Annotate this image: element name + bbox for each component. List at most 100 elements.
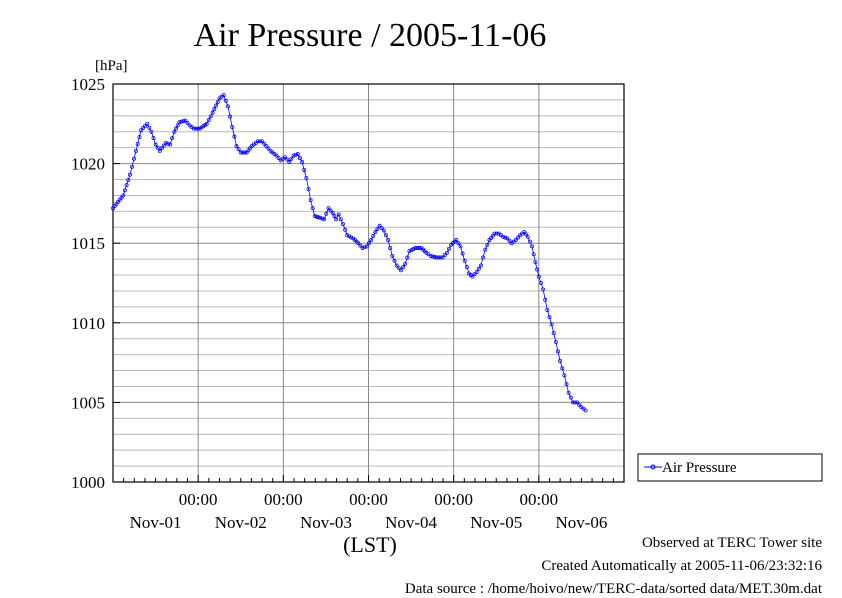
data-point xyxy=(195,126,200,131)
data-point xyxy=(135,142,140,146)
data-point xyxy=(304,175,309,180)
data-point xyxy=(575,400,580,405)
data-point xyxy=(345,233,350,238)
data-source-note: Data source : /home/hoivo/new/TERC-data/… xyxy=(404,581,822,597)
y-axis-unit-label: [hPa] xyxy=(95,58,128,74)
data-point xyxy=(174,126,178,131)
data-point xyxy=(134,148,138,153)
data-point xyxy=(260,139,264,144)
data-point xyxy=(401,265,405,270)
data-point xyxy=(266,146,271,151)
data-point xyxy=(573,400,577,405)
data-point xyxy=(373,230,378,235)
data-point xyxy=(132,156,136,161)
data-point xyxy=(551,331,556,336)
y-tick-label: 1005 xyxy=(71,393,105,412)
x-axis-label: (LST) xyxy=(343,532,397,557)
data-point xyxy=(262,141,267,146)
data-point xyxy=(124,183,129,188)
data-point xyxy=(356,241,361,246)
data-point xyxy=(545,308,550,313)
data-point xyxy=(364,244,369,249)
data-point xyxy=(434,255,439,260)
data-point xyxy=(328,208,333,213)
data-point xyxy=(141,126,146,130)
data-point xyxy=(312,214,317,219)
data-point xyxy=(145,121,150,126)
data-point xyxy=(474,269,479,274)
data-point xyxy=(470,274,475,279)
x-tick-label-date: Nov-05 xyxy=(470,513,522,532)
data-point xyxy=(440,255,445,260)
series-line-air-pressure xyxy=(112,94,586,411)
data-point xyxy=(210,110,215,115)
data-point xyxy=(481,255,485,260)
data-point xyxy=(454,238,459,242)
x-tick-label-date: Nov-06 xyxy=(555,513,607,532)
data-point xyxy=(362,245,367,250)
data-point xyxy=(483,247,488,252)
data-point xyxy=(525,234,530,239)
data-point xyxy=(223,98,228,103)
data-point xyxy=(257,139,262,144)
data-point xyxy=(536,274,541,279)
x-tick-label-date: Nov-01 xyxy=(130,513,182,532)
data-point xyxy=(126,177,131,182)
data-point xyxy=(430,254,435,259)
data-point xyxy=(394,263,399,268)
data-point xyxy=(549,322,554,327)
data-point xyxy=(411,247,416,251)
data-point xyxy=(338,217,343,222)
data-point xyxy=(341,222,345,227)
data-point xyxy=(541,287,546,292)
data-point xyxy=(130,164,134,169)
data-point xyxy=(462,258,467,263)
data-point xyxy=(228,114,233,119)
created-timestamp-note: Created Automatically at 2005-11-06/23:3… xyxy=(541,558,822,574)
data-point xyxy=(533,260,538,265)
data-point xyxy=(403,261,408,266)
data-point xyxy=(168,142,173,147)
data-point xyxy=(238,150,243,155)
data-point xyxy=(283,155,287,160)
y-tick-label: 1010 xyxy=(71,314,105,333)
data-point xyxy=(172,129,177,134)
data-point xyxy=(285,157,290,162)
data-point xyxy=(398,268,403,273)
data-point xyxy=(531,252,536,257)
data-point xyxy=(405,255,410,260)
data-point xyxy=(568,395,573,400)
data-point xyxy=(501,234,506,239)
data-point xyxy=(287,160,292,164)
chart-title: Air Pressure / 2005-11-06 xyxy=(194,17,547,54)
data-point xyxy=(442,253,447,258)
data-point xyxy=(413,246,418,250)
data-point xyxy=(255,139,260,144)
data-point xyxy=(324,211,329,216)
data-point xyxy=(289,156,294,161)
data-point xyxy=(396,265,401,270)
data-point xyxy=(543,297,548,302)
legend: Air Pressure xyxy=(637,453,823,482)
data-point xyxy=(143,123,148,128)
data-point xyxy=(310,206,315,211)
data-point xyxy=(206,118,211,123)
data-point xyxy=(460,251,465,256)
data-point xyxy=(128,172,132,177)
y-tick-label: 1000 xyxy=(71,473,105,492)
data-point xyxy=(371,234,376,238)
x-tick-label-time: 00:00 xyxy=(349,490,388,509)
data-point xyxy=(336,212,341,217)
data-point xyxy=(274,153,279,158)
x-tick-label-time: 00:00 xyxy=(519,490,558,509)
data-point xyxy=(157,148,162,153)
data-point xyxy=(558,359,563,363)
data-point xyxy=(137,135,142,140)
data-point xyxy=(170,136,175,141)
data-point xyxy=(214,103,219,108)
data-point xyxy=(564,382,569,387)
data-point xyxy=(330,211,335,215)
data-point xyxy=(183,118,188,123)
data-point xyxy=(390,253,395,258)
